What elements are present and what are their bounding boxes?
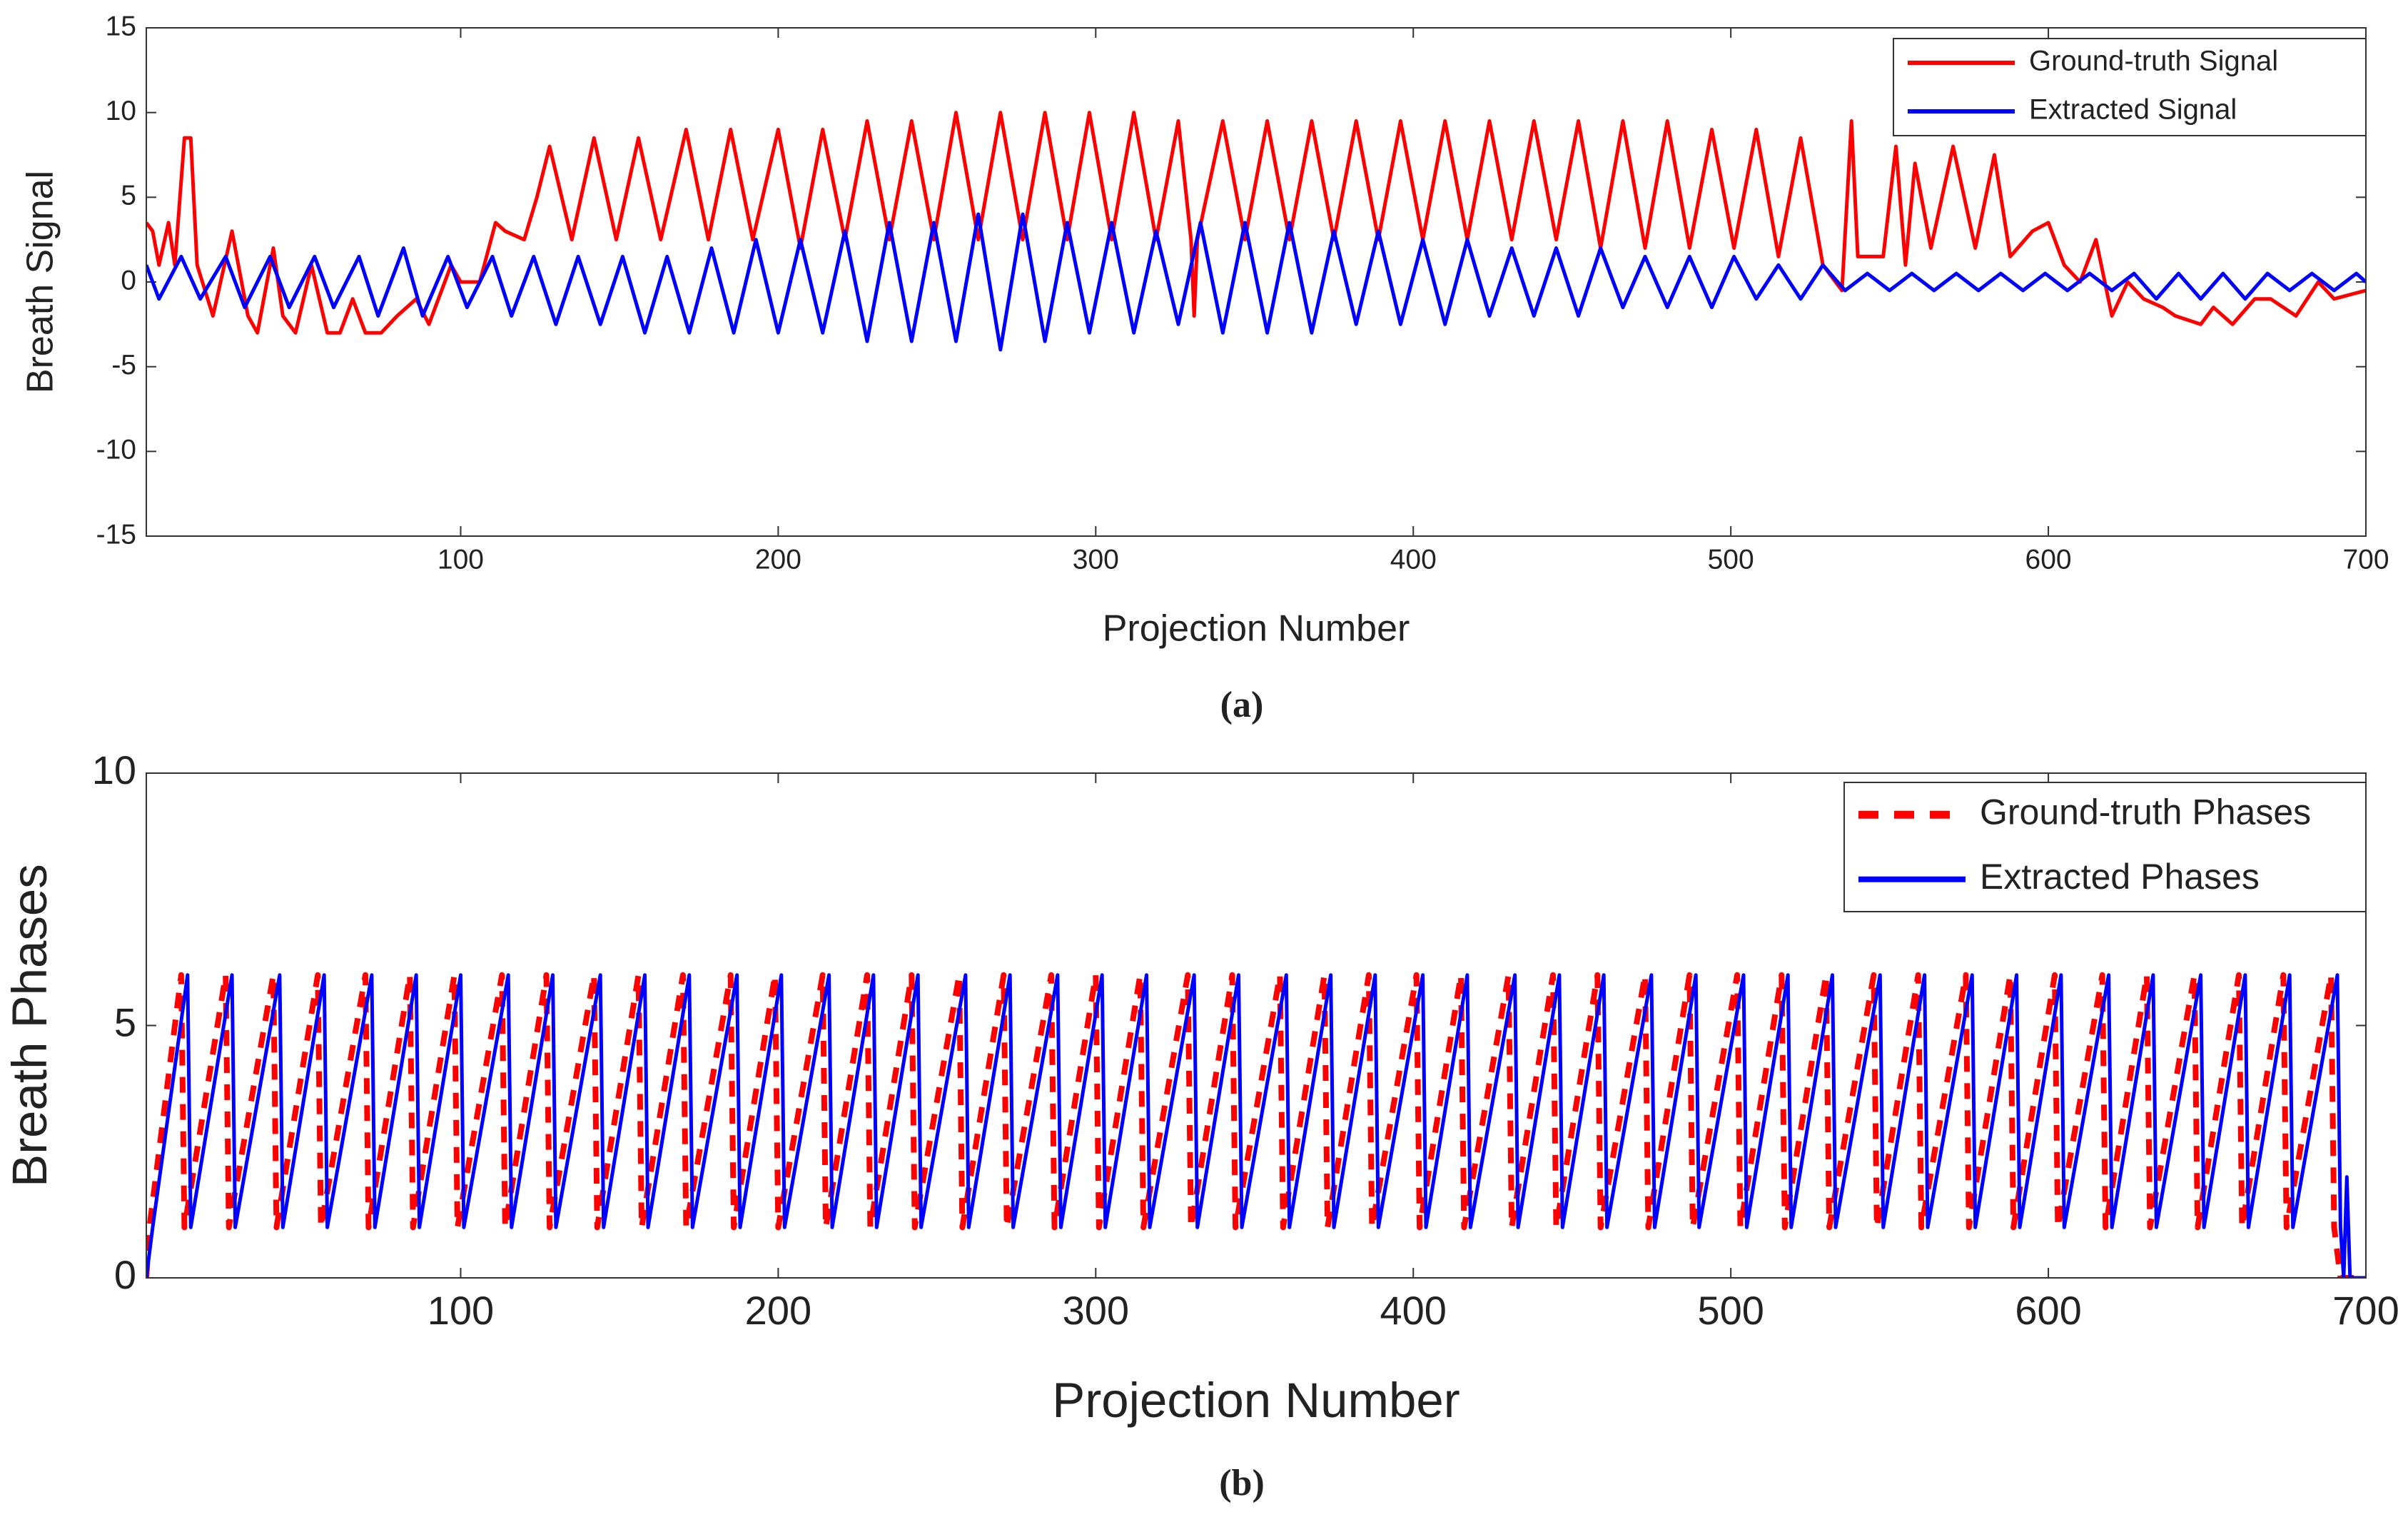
y-axis-label: Breath Signal [20, 171, 61, 393]
y-axis-label: Breath Phases [2, 864, 57, 1187]
caption: (a) [1220, 685, 1264, 725]
series-line [146, 973, 2366, 1278]
plot-frame [146, 27, 2367, 537]
y-tick-label: 0 [114, 1252, 136, 1297]
x-tick-label: 100 [428, 1288, 494, 1333]
legend-label: Extracted Signal [2029, 94, 2237, 126]
legend-label: Ground-truth Signal [2029, 46, 2278, 77]
x-tick-label: 700 [2332, 1288, 2399, 1333]
legend-box [1893, 38, 2367, 136]
legend-label: Ground-truth Phases [1980, 792, 2311, 832]
y-tick-label: -15 [96, 519, 136, 550]
x-tick-label: 400 [1390, 544, 1437, 575]
y-tick-label: 5 [114, 999, 136, 1044]
y-tick-label: -10 [96, 435, 136, 465]
x-tick-label: 700 [2342, 544, 2389, 575]
legend-box [1843, 782, 2367, 912]
legend-label: Extracted Phases [1980, 857, 2260, 897]
y-tick-label: 0 [121, 265, 136, 296]
x-tick-label: 400 [1380, 1288, 1447, 1333]
y-tick-label: 10 [106, 96, 136, 126]
x-axis-label: Projection Number [1103, 608, 1410, 650]
x-tick-label: 600 [2025, 544, 2072, 575]
x-tick-label: 600 [2015, 1288, 2081, 1333]
series-line [146, 212, 2366, 352]
x-axis-label: Projection Number [1052, 1373, 1460, 1428]
x-tick-label: 100 [437, 544, 484, 575]
x-tick-label: 300 [1063, 1288, 1129, 1333]
x-tick-label: 500 [1697, 1288, 1764, 1333]
y-tick-label: 15 [106, 11, 136, 41]
y-tick-label: -5 [111, 350, 136, 381]
x-tick-label: 300 [1073, 544, 1119, 575]
caption: (b) [1219, 1463, 1265, 1503]
x-tick-label: 200 [745, 1288, 811, 1333]
x-tick-label: 200 [755, 544, 801, 575]
x-tick-label: 500 [1708, 544, 1754, 575]
series-line [146, 972, 2366, 1278]
y-tick-label: 5 [121, 181, 136, 211]
y-tick-label: 10 [92, 747, 136, 792]
series-line [146, 111, 2366, 335]
plot-frame [146, 772, 2367, 1279]
